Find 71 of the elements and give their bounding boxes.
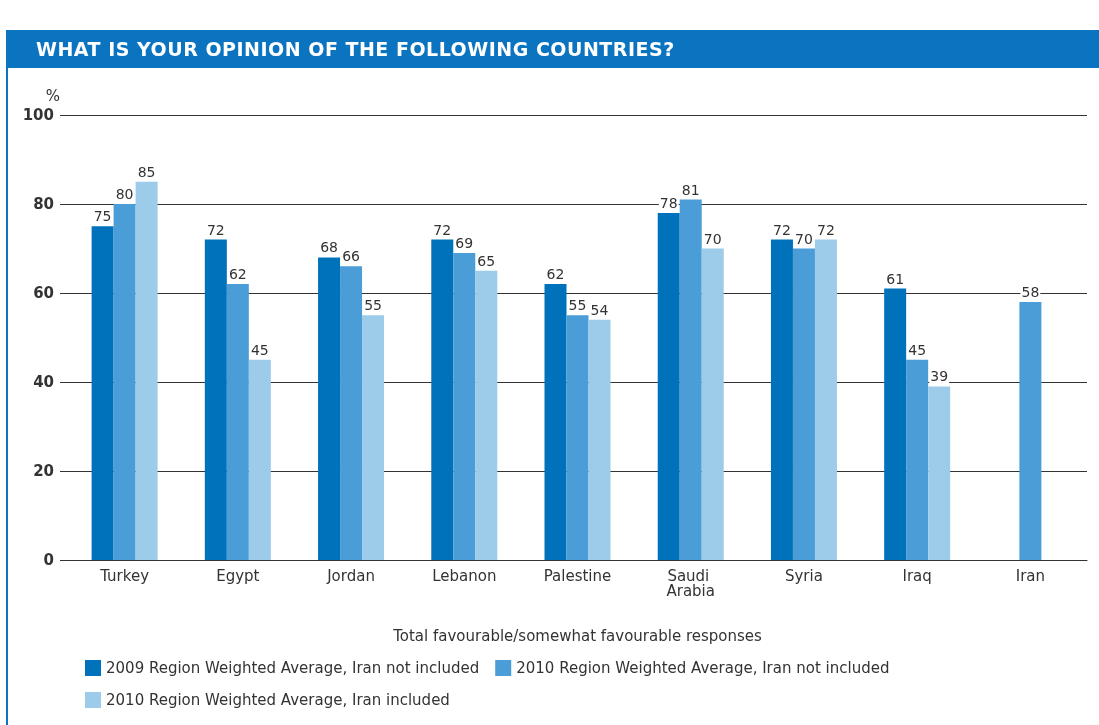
bar: [113, 204, 136, 560]
legend-label: 2010 Region Weighted Average, Iran included: [106, 691, 450, 709]
bar: [453, 252, 476, 560]
x-tick-label: Turkey: [99, 566, 150, 585]
x-tick-label: Palestine: [543, 566, 612, 585]
legend-label: 2009 Region Weighted Average, Iran not included: [106, 659, 480, 677]
bar: [770, 239, 793, 560]
bar: [1019, 301, 1042, 560]
x-tick-label: Saudi Arabia: [666, 566, 715, 600]
x-tick-label: Jordan: [326, 566, 375, 585]
data-label: 39: [930, 368, 949, 385]
bar: [362, 315, 385, 560]
y-tick-label: 60: [33, 284, 54, 302]
bar: [928, 386, 951, 560]
y-tick-label: 40: [33, 373, 54, 391]
data-label: 62: [546, 266, 565, 283]
data-label: 70: [703, 230, 722, 247]
y-tick-label: 100: [22, 106, 54, 124]
bar: [340, 266, 363, 560]
data-label: 72: [433, 221, 452, 238]
data-label: 85: [137, 163, 156, 180]
bar: [884, 288, 907, 560]
chart-title: WHAT IS YOUR OPINION OF THE FOLLOWING COUNTRIES?: [6, 30, 1099, 68]
data-label: 54: [590, 301, 609, 318]
bar: [814, 239, 837, 560]
bar: [701, 248, 724, 560]
bar: [792, 248, 815, 560]
bar: [588, 319, 611, 560]
bar: [679, 199, 702, 560]
y-tick-label: 80: [33, 195, 54, 213]
data-label: 61: [886, 270, 905, 287]
data-label: 65: [477, 252, 496, 269]
x-tick-label: Iran: [1015, 566, 1046, 585]
x-tick-label: Syria: [784, 566, 823, 585]
data-label: 69: [455, 234, 474, 251]
bar: [135, 181, 158, 560]
data-label: 70: [795, 230, 813, 247]
x-tick-label: Lebanon: [432, 566, 497, 585]
data-label: 72: [206, 221, 225, 238]
bar: [475, 270, 498, 560]
y-tick-label: 0: [43, 551, 54, 569]
data-label: 80: [115, 186, 134, 202]
data-label: 68: [320, 239, 338, 256]
data-label: 45: [250, 341, 269, 358]
bar: [91, 226, 114, 560]
data-label: 62: [228, 266, 247, 283]
data-label: 78: [659, 194, 678, 211]
x-tick-label: Iraq: [902, 566, 932, 585]
bar: [657, 212, 680, 560]
y-axis-title: %: [45, 86, 60, 105]
data-label: 55: [364, 297, 382, 314]
data-label: 72: [817, 221, 835, 238]
data-label: 58: [1021, 283, 1040, 300]
data-label: 55: [568, 297, 587, 314]
bar: [431, 239, 454, 560]
bar: [566, 315, 589, 560]
bar: [226, 284, 249, 560]
x-tick-label: Egypt: [216, 566, 260, 585]
data-label: 45: [908, 341, 927, 358]
bar: [544, 284, 567, 560]
y-tick-label: 20: [33, 462, 54, 480]
bar: [318, 257, 341, 560]
x-axis-title: Total favourable/somewhat favourable responses: [392, 626, 762, 645]
data-label: 72: [773, 221, 791, 238]
legend-label: 2010 Region Weighted Average, Iran not included: [516, 659, 890, 677]
data-label: 66: [342, 248, 361, 265]
data-label: 81: [681, 181, 700, 198]
bar: [248, 359, 271, 560]
data-label: 75: [93, 208, 112, 225]
bar: [906, 359, 929, 560]
bar: [204, 239, 227, 560]
